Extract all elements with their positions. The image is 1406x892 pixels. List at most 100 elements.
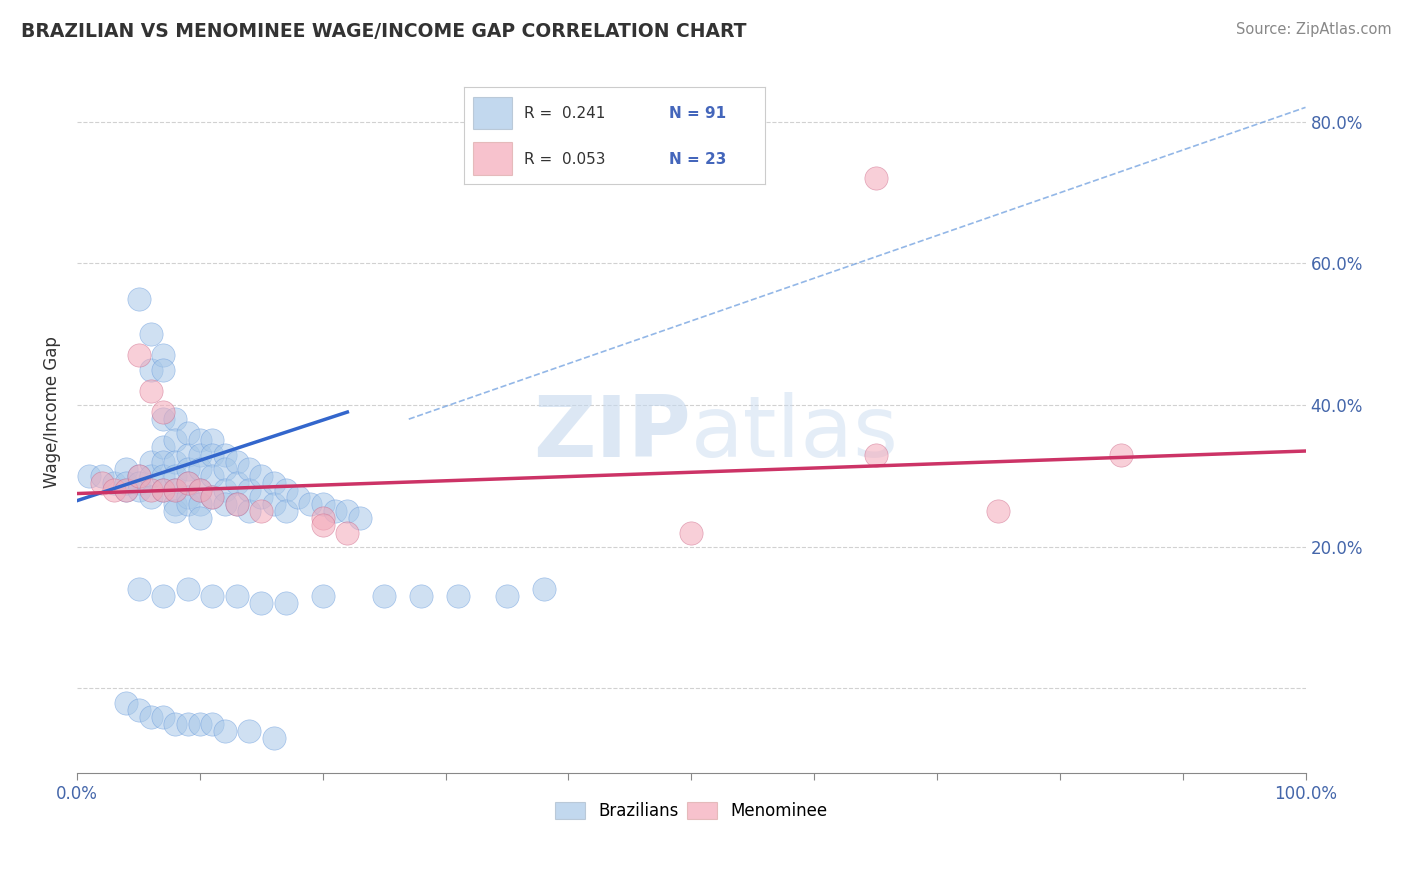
Brazilians	[139, 710, 162, 724]
Brazilians	[176, 461, 198, 475]
Brazilians	[323, 504, 346, 518]
Menominee	[681, 525, 703, 540]
Brazilians	[139, 468, 162, 483]
Brazilians	[152, 412, 174, 426]
Brazilians	[128, 582, 150, 597]
Brazilians	[90, 468, 112, 483]
Brazilians	[238, 483, 260, 497]
Menominee	[987, 504, 1010, 518]
Text: BRAZILIAN VS MENOMINEE WAGE/INCOME GAP CORRELATION CHART: BRAZILIAN VS MENOMINEE WAGE/INCOME GAP C…	[21, 22, 747, 41]
Brazilians	[274, 504, 297, 518]
Menominee	[250, 504, 273, 518]
Brazilians	[238, 504, 260, 518]
Brazilians	[128, 483, 150, 497]
Brazilians	[214, 448, 236, 462]
Brazilians	[152, 455, 174, 469]
Brazilians	[238, 723, 260, 738]
Brazilians	[250, 596, 273, 610]
Brazilians	[312, 589, 335, 603]
Brazilians	[188, 497, 211, 511]
Brazilians	[128, 292, 150, 306]
Brazilians	[115, 475, 138, 490]
Brazilians	[176, 582, 198, 597]
Brazilians	[79, 468, 101, 483]
Menominee	[312, 511, 335, 525]
Brazilians	[263, 497, 285, 511]
Brazilians	[165, 455, 187, 469]
Brazilians	[176, 448, 198, 462]
Brazilians	[201, 448, 224, 462]
Brazilians	[152, 710, 174, 724]
Brazilians	[225, 589, 247, 603]
Menominee	[103, 483, 125, 497]
Text: Source: ZipAtlas.com: Source: ZipAtlas.com	[1236, 22, 1392, 37]
Brazilians	[139, 490, 162, 504]
Brazilians	[152, 348, 174, 362]
Legend: Brazilians, Menominee: Brazilians, Menominee	[548, 795, 834, 827]
Menominee	[128, 468, 150, 483]
Brazilians	[349, 511, 371, 525]
Menominee	[165, 483, 187, 497]
Brazilians	[188, 483, 211, 497]
Brazilians	[128, 475, 150, 490]
Brazilians	[263, 475, 285, 490]
Brazilians	[238, 461, 260, 475]
Brazilians	[250, 490, 273, 504]
Brazilians	[128, 703, 150, 717]
Brazilians	[447, 589, 470, 603]
Brazilians	[139, 455, 162, 469]
Brazilians	[139, 362, 162, 376]
Brazilians	[115, 696, 138, 710]
Brazilians	[165, 412, 187, 426]
Brazilians	[533, 582, 555, 597]
Menominee	[201, 490, 224, 504]
Brazilians	[214, 497, 236, 511]
Brazilians	[312, 497, 335, 511]
Brazilians	[225, 497, 247, 511]
Brazilians	[201, 716, 224, 731]
Menominee	[176, 475, 198, 490]
Y-axis label: Wage/Income Gap: Wage/Income Gap	[44, 336, 60, 488]
Brazilians	[176, 716, 198, 731]
Brazilians	[165, 497, 187, 511]
Menominee	[139, 483, 162, 497]
Menominee	[90, 475, 112, 490]
Brazilians	[274, 483, 297, 497]
Menominee	[312, 518, 335, 533]
Brazilians	[152, 468, 174, 483]
Brazilians	[188, 448, 211, 462]
Brazilians	[287, 490, 309, 504]
Brazilians	[188, 434, 211, 448]
Brazilians	[373, 589, 395, 603]
Brazilians	[201, 490, 224, 504]
Brazilians	[115, 483, 138, 497]
Brazilians	[274, 596, 297, 610]
Brazilians	[139, 327, 162, 342]
Brazilians	[176, 475, 198, 490]
Brazilians	[214, 461, 236, 475]
Menominee	[336, 525, 359, 540]
Brazilians	[188, 461, 211, 475]
Brazilians	[115, 461, 138, 475]
Menominee	[139, 384, 162, 398]
Menominee	[152, 405, 174, 419]
Menominee	[188, 483, 211, 497]
Brazilians	[165, 504, 187, 518]
Brazilians	[103, 475, 125, 490]
Brazilians	[152, 362, 174, 376]
Brazilians	[496, 589, 519, 603]
Menominee	[865, 171, 887, 186]
Brazilians	[165, 716, 187, 731]
Menominee	[865, 448, 887, 462]
Menominee	[1109, 448, 1132, 462]
Brazilians	[165, 434, 187, 448]
Brazilians	[299, 497, 322, 511]
Brazilians	[250, 468, 273, 483]
Brazilians	[165, 483, 187, 497]
Brazilians	[176, 497, 198, 511]
Brazilians	[152, 441, 174, 455]
Menominee	[225, 497, 247, 511]
Menominee	[115, 483, 138, 497]
Menominee	[152, 483, 174, 497]
Text: ZIP: ZIP	[533, 392, 692, 475]
